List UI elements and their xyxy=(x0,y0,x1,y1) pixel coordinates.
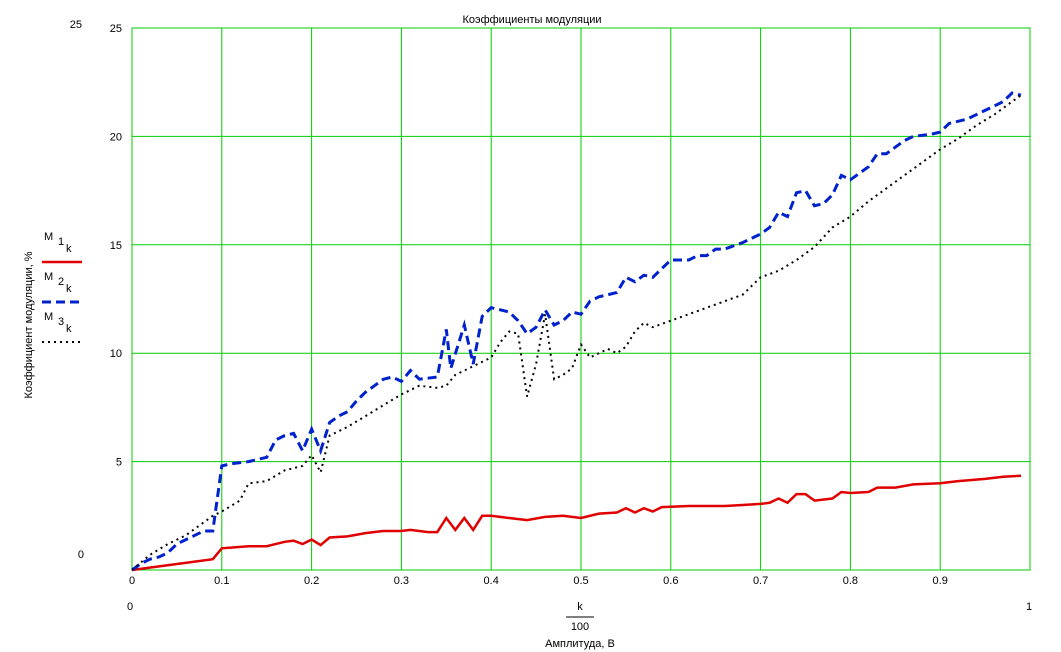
legend-subscript: 1 xyxy=(58,236,64,248)
legend-label: M xyxy=(44,271,53,283)
legend-subscript: 2 xyxy=(58,276,64,288)
x-tick-label: 0.8 xyxy=(843,575,858,587)
x-tick-label: 0.5 xyxy=(573,575,588,587)
y-limit-label: 25 xyxy=(70,19,82,31)
series-line xyxy=(131,94,1022,571)
legend-label: M xyxy=(44,311,53,323)
plot-frame xyxy=(131,27,1031,571)
y-tick-label: 20 xyxy=(110,131,122,143)
series-line xyxy=(131,91,1022,572)
legend-subscript: k xyxy=(66,283,72,295)
x-tick-label: 0.7 xyxy=(753,575,768,587)
x-label-denominator: 100 xyxy=(571,621,589,633)
y-limit-label: 0 xyxy=(78,549,84,561)
x-tick-label: 0.4 xyxy=(484,575,499,587)
x-label-numerator: k xyxy=(577,601,583,613)
x-axis-label: Амплитуда, В xyxy=(545,638,615,650)
x-tick-label: 0.6 xyxy=(663,575,678,587)
legend-subscript: k xyxy=(66,323,72,335)
y-tick-label: 25 xyxy=(110,23,122,35)
x-limit-label: 0 xyxy=(127,601,133,613)
x-tick-label: 0.1 xyxy=(214,575,229,587)
series-line xyxy=(131,474,1022,572)
chart-title: Коэффициенты модуляции xyxy=(462,14,601,26)
x-tick-label: 0.9 xyxy=(933,575,948,587)
y-tick-label: 15 xyxy=(110,240,122,252)
legend-label: M xyxy=(44,231,53,243)
x-tick-label: 0.2 xyxy=(304,575,319,587)
x-tick-label: 0 xyxy=(129,575,135,587)
legend-subscript: 3 xyxy=(58,316,64,328)
y-tick-label: 5 xyxy=(116,457,122,469)
y-axis-label: Коэффициент модуляции, % xyxy=(23,251,35,398)
x-tick-label: 0.3 xyxy=(394,575,409,587)
y-tick-label: 10 xyxy=(110,348,122,360)
legend-subscript: k xyxy=(66,243,72,255)
x-limit-label: 1 xyxy=(1026,601,1032,613)
